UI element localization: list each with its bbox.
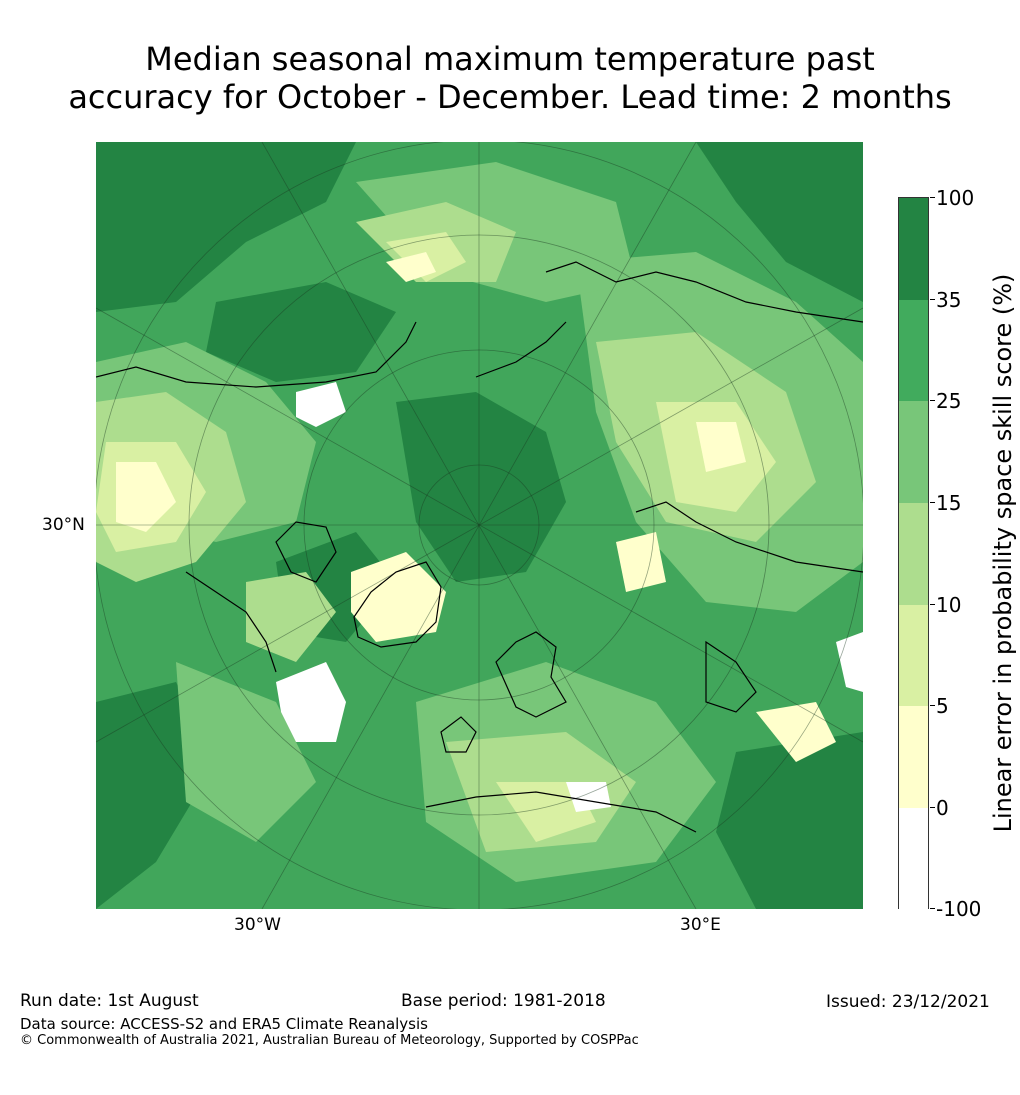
map-canvas	[96, 142, 863, 909]
colorbar-tick-label: 0	[936, 796, 949, 820]
polar-map	[96, 142, 863, 909]
colorbar-bin-15-25	[899, 401, 928, 503]
graticule	[96, 142, 863, 909]
longitude-label-30e: 30°E	[680, 915, 721, 935]
colorbar-tick-label: 5	[936, 694, 949, 718]
lowest-skill-regions	[116, 252, 836, 762]
colorbar-title: Linear error in probability space skill …	[989, 273, 1017, 833]
run-date: Run date: 1st August	[20, 991, 199, 1011]
title-line-2: accuracy for October - December. Lead ti…	[68, 78, 952, 116]
negative-skill-regions	[276, 382, 863, 812]
latitude-label-30n: 30°N	[42, 515, 85, 535]
colorbar-tick	[930, 502, 935, 503]
chart-title: Median seasonal maximum temperature past…	[0, 40, 1020, 116]
colorbar-tick	[930, 400, 935, 401]
colorbar-tick-label: 10	[936, 593, 962, 617]
longitude-label-30w: 30°W	[234, 915, 281, 935]
colorbar-tick	[930, 908, 935, 909]
colorbar-bin-10-15	[899, 503, 928, 605]
copyright: © Commonwealth of Australia 2021, Austra…	[20, 1033, 639, 1048]
colorbar-tick-label: 35	[936, 288, 962, 312]
colorbar-bin-35-100	[899, 198, 928, 300]
issued-date: Issued: 23/12/2021	[826, 992, 990, 1012]
colorbar-tick	[930, 807, 935, 808]
colorbar-tick-label: 100	[936, 186, 975, 210]
colorbar-tick-label: -100	[936, 897, 982, 921]
colorbar-tick	[930, 197, 935, 198]
colorbar-tick	[930, 299, 935, 300]
colorbar-tick	[930, 604, 935, 605]
colorbar	[898, 197, 929, 910]
colorbar-bin-25-35	[899, 300, 928, 401]
colorbar-bin-0-5	[899, 706, 928, 808]
colorbar-bin-5-10	[899, 605, 928, 706]
colorbar-tick-label: 25	[936, 389, 962, 413]
high-skill-regions	[96, 142, 863, 909]
base-period: Base period: 1981-2018	[401, 991, 606, 1011]
coastlines	[96, 261, 863, 833]
colorbar-tick	[930, 705, 935, 706]
colorbar-tick-label: 15	[936, 491, 962, 515]
data-source: Data source: ACCESS-S2 and ERA5 Climate …	[20, 1015, 428, 1033]
title-line-1: Median seasonal maximum temperature past	[145, 40, 875, 78]
colorbar-bin-neg100-0	[899, 808, 928, 910]
